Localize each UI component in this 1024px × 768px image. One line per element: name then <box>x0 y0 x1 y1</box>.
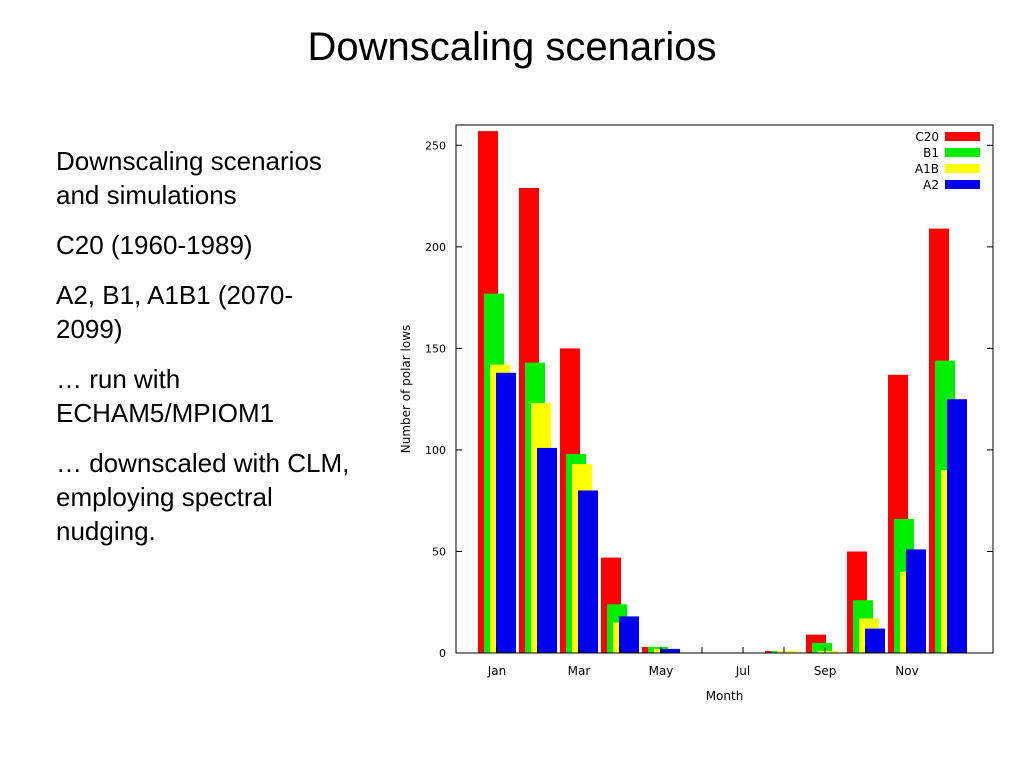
legend-label-c20: C20 <box>915 130 939 144</box>
x-tick-label: Jan <box>487 664 507 678</box>
bar-a2-may <box>660 648 680 653</box>
x-tick-label: Jul <box>735 664 750 678</box>
bar-a2-mar <box>578 490 598 653</box>
bar-a1b-sep <box>818 651 838 653</box>
y-tick-label: 0 <box>439 647 446 660</box>
y-tick-label: 250 <box>425 139 446 152</box>
bar-a1b-aug <box>777 651 797 653</box>
x-axis-label: Month <box>706 689 744 703</box>
legend-swatch-c20 <box>945 132 980 141</box>
bar-a2-jan <box>496 372 516 653</box>
legend-label-a2: A2 <box>923 178 939 192</box>
legend-label-a1b: A1B <box>915 162 939 176</box>
x-tick-label: May <box>649 664 674 678</box>
y-axis-label: Number of polar lows <box>399 325 413 454</box>
x-tick-label: Sep <box>814 664 837 678</box>
x-tick-label: Mar <box>568 664 591 678</box>
bullet-item: … downscaled with CLM, employing spectra… <box>56 448 350 546</box>
bullet-item: C20 (1960-1989) <box>56 230 253 260</box>
bullet-item: … run with ECHAM5/MPIOM1 <box>56 364 275 428</box>
x-tick-label: Nov <box>895 664 918 678</box>
bullet-item: A2, B1, A1B1 (2070- 2099) <box>56 280 294 344</box>
legend-swatch-a2 <box>945 180 980 189</box>
bar-a2-nov <box>906 549 926 653</box>
bar-b1-sep <box>812 642 832 653</box>
y-tick-label: 200 <box>425 241 446 254</box>
polar-lows-chart: 0 50 100 150 200 250 Jan Mar May Jul Sep Nov Month Nu… <box>396 118 1000 712</box>
bar-a2-dec <box>947 399 967 653</box>
plot-frame <box>455 124 994 654</box>
bar-a2-feb <box>537 447 557 653</box>
legend-label-b1: B1 <box>923 146 939 160</box>
bar-a2-oct <box>865 628 885 653</box>
bar-a2-apr <box>619 616 639 653</box>
y-tick-label: 50 <box>432 545 446 558</box>
y-tick-label: 100 <box>425 444 446 457</box>
legend-swatch-a1b <box>945 164 980 173</box>
bullet-item: Downscaling scenarios and simulations <box>56 146 322 210</box>
legend-swatch-b1 <box>945 148 980 157</box>
bullet-list: Downscaling scenarios and simulations C2… <box>56 144 406 564</box>
y-tick-label: 150 <box>425 342 446 355</box>
slide-title: Downscaling scenarios <box>307 25 717 69</box>
